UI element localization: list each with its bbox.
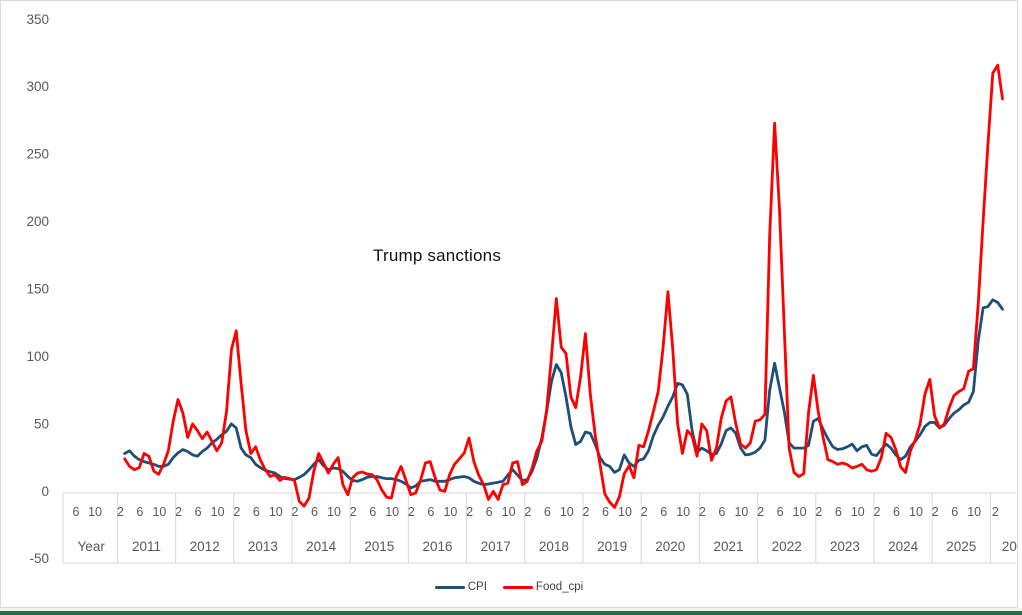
x-axis-month-label: 6 [777, 505, 784, 519]
x-axis-month-label: 6 [427, 505, 434, 519]
x-axis-year-label: 2012 [190, 539, 220, 554]
chart-legend: CPI Food_cpi [1, 581, 1017, 593]
x-axis-month-label: 10 [618, 505, 632, 519]
x-axis-title: Year [78, 539, 106, 554]
y-axis-tick-label: 350 [26, 12, 49, 27]
x-axis-month-label: 6 [718, 505, 725, 519]
x-axis-month-label: 6 [951, 505, 958, 519]
x-axis-year-label: 2021 [713, 539, 743, 554]
cpi-line-swatch [434, 585, 465, 589]
x-axis-month-label: 10 [851, 505, 865, 519]
chart-annotation: Trump sanctions [373, 246, 502, 265]
x-axis-year-label: 2013 [248, 539, 278, 554]
x-axis-month-label: 2 [757, 505, 764, 519]
y-axis-tick-label: 50 [34, 416, 49, 431]
x-axis-year-label: 2025 [946, 539, 976, 554]
x-axis-month-label: 10 [443, 505, 457, 519]
y-axis-tick-label: 0 [41, 484, 49, 499]
x-axis-month-label: 2 [350, 505, 357, 519]
x-axis-month-label: 2 [408, 505, 415, 519]
x-axis-year-label: 2024 [888, 539, 919, 554]
x-axis-year-label: 2017 [481, 539, 511, 554]
x-axis-month-label: 10 [967, 505, 981, 519]
x-axis-month-label: 10 [327, 505, 341, 519]
window-bottom-bar [0, 611, 1022, 615]
x-axis-year-label: 20 [1002, 539, 1017, 554]
x-axis-month-label: 6 [311, 505, 318, 519]
x-axis-month-label: 2 [641, 505, 648, 519]
x-axis-month-label: 10 [152, 505, 166, 519]
x-axis-year-label: 2019 [597, 539, 627, 554]
x-axis-year-label: 2020 [655, 539, 685, 554]
cpi-series-line [123, 298, 1004, 490]
x-axis-month-label: 2 [932, 505, 939, 519]
y-axis-tick-label: 150 [26, 282, 49, 297]
x-axis-month-label: 2 [699, 505, 706, 519]
x-axis-month-label: 2 [874, 505, 881, 519]
x-axis-year-label: 2016 [422, 539, 452, 554]
x-axis-month-label: 2 [524, 505, 531, 519]
legend-item-cpi: CPI [434, 581, 487, 593]
x-axis-month-label: 2 [583, 505, 590, 519]
x-axis-year-label: 2022 [772, 539, 802, 554]
x-axis-month-label: 6 [195, 505, 202, 519]
x-axis-month-label: 6 [835, 505, 842, 519]
y-axis-tick-label: -50 [29, 551, 49, 566]
food-cpi-line-swatch [502, 585, 533, 589]
x-axis-year-label: 2011 [132, 539, 161, 554]
y-axis-tick-label: 100 [26, 349, 49, 364]
x-axis-month-label: 10 [734, 505, 748, 519]
x-axis-year-label: 2023 [830, 539, 860, 554]
x-axis-month-label: 6 [136, 505, 143, 519]
x-axis-month-label: 10 [676, 505, 690, 519]
x-axis-month-label: 6 [253, 505, 260, 519]
chart-bottom-gutter [0, 608, 1022, 611]
legend-label-cpi: CPI [467, 581, 487, 593]
x-axis-month-label: 10 [211, 505, 225, 519]
x-axis-month-label: 10 [269, 505, 283, 519]
x-axis-month-label: 10 [385, 505, 399, 519]
x-axis-month-label: 6 [369, 505, 376, 519]
x-axis-year-label: 2015 [364, 539, 394, 554]
food-cpi-series-line [123, 63, 1004, 509]
y-axis-tick-label: 300 [26, 79, 49, 94]
x-axis-month-label: 2 [292, 505, 299, 519]
x-axis-month-label: 2 [466, 505, 473, 519]
x-axis-month-label: 6 [893, 505, 900, 519]
x-axis-month-label: 6 [73, 505, 80, 519]
y-axis-tick-label: 250 [26, 147, 49, 162]
x-axis-month-label: 2 [815, 505, 822, 519]
y-axis-tick-label: 200 [26, 214, 49, 229]
x-axis-month-label: 10 [793, 505, 807, 519]
x-axis-month-label: 10 [502, 505, 516, 519]
legend-label-food-cpi: Food_cpi [535, 581, 584, 593]
x-axis-month-label: 10 [560, 505, 574, 519]
x-axis-year-label: 2014 [306, 539, 337, 554]
x-axis-year-label: 2018 [539, 539, 569, 554]
x-axis-month-label: 2 [175, 505, 182, 519]
x-axis-month-label: 6 [544, 505, 551, 519]
x-axis-month-label: 6 [602, 505, 609, 519]
x-axis-month-label: 2 [992, 505, 999, 519]
x-axis-month-label: 6 [660, 505, 667, 519]
legend-item-food-cpi: Food_cpi [502, 581, 584, 593]
x-axis-month-label: 10 [909, 505, 923, 519]
x-axis-month-label: 6 [486, 505, 493, 519]
x-axis-month-label: 2 [117, 505, 124, 519]
x-axis-month-label: 10 [88, 505, 102, 519]
x-axis-month-label: 2 [233, 505, 240, 519]
